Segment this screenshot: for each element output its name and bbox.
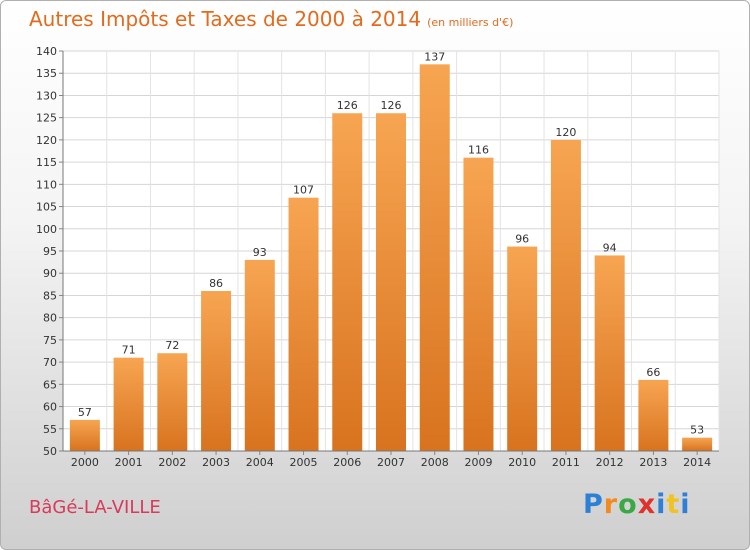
- bar-value-label: 96: [515, 233, 529, 246]
- x-tick-label: 2012: [596, 456, 624, 469]
- bar-value-label: 66: [646, 366, 660, 379]
- proxiti-logo[interactable]: Proxiti: [583, 489, 691, 520]
- x-tick-label: 2003: [202, 456, 230, 469]
- commune-name: BâGé-LA-VILLE: [29, 497, 161, 518]
- y-tick-label: 80: [43, 312, 57, 325]
- bar: [113, 357, 144, 451]
- y-tick-label: 135: [36, 67, 57, 80]
- bar-value-label: 94: [603, 241, 617, 254]
- bar-value-label: 126: [337, 99, 358, 112]
- x-tick-label: 2013: [639, 456, 667, 469]
- bar-value-label: 72: [165, 339, 179, 352]
- bar-value-label: 53: [690, 424, 704, 437]
- bar: [682, 437, 713, 451]
- bar: [376, 113, 406, 451]
- title-unit: (en milliers d'€): [427, 16, 514, 29]
- x-tick-label: 2002: [158, 456, 186, 469]
- y-tick-label: 50: [43, 445, 57, 458]
- y-tick-label: 85: [43, 289, 57, 302]
- y-tick-label: 70: [43, 356, 57, 369]
- logo-letter: o: [618, 489, 638, 520]
- bar: [69, 419, 100, 451]
- logo-letter: x: [637, 489, 657, 520]
- logo-letter: r: [603, 489, 619, 520]
- y-tick-label: 140: [36, 45, 57, 58]
- x-tick-label: 2001: [115, 456, 143, 469]
- bar: [419, 64, 450, 452]
- y-tick-label: 130: [36, 89, 57, 102]
- bar-value-label: 126: [381, 99, 402, 112]
- x-tick-label: 2006: [333, 456, 361, 469]
- y-tick-label: 110: [36, 178, 57, 191]
- bar: [157, 353, 188, 451]
- logo-letter: P: [583, 489, 604, 520]
- bar-value-label: 86: [209, 277, 223, 290]
- title-text: Autres Impôts et Taxes de 2000 à 2014: [29, 7, 422, 31]
- bar: [332, 113, 363, 451]
- y-tick-label: 90: [43, 267, 57, 280]
- bar: [507, 246, 538, 451]
- bar: [594, 255, 625, 451]
- x-tick-label: 2011: [552, 456, 580, 469]
- chart-title: Autres Impôts et Taxes de 2000 à 2014 (en…: [29, 7, 513, 31]
- y-tick-label: 100: [36, 223, 57, 236]
- bar-value-label: 57: [78, 406, 92, 419]
- y-tick-label: 60: [43, 401, 57, 414]
- x-tick-label: 2000: [71, 456, 99, 469]
- y-tick-label: 125: [36, 112, 57, 125]
- logo-letter: i: [680, 489, 691, 520]
- bar-value-label: 116: [468, 144, 489, 157]
- logo-letter: t: [666, 489, 681, 520]
- y-tick-label: 55: [43, 423, 57, 436]
- bar: [638, 379, 669, 451]
- y-tick-label: 65: [43, 378, 57, 391]
- logo-letter: i: [656, 489, 667, 520]
- bar: [288, 197, 319, 451]
- x-tick-label: 2014: [683, 456, 711, 469]
- x-tick-label: 2005: [290, 456, 318, 469]
- y-tick-label: 95: [43, 245, 57, 258]
- bar-value-label: 107: [293, 184, 314, 197]
- bar-value-label: 93: [253, 246, 267, 259]
- x-tick-label: 2004: [246, 456, 274, 469]
- bar: [244, 259, 275, 451]
- y-tick-label: 115: [36, 156, 57, 169]
- bar: [550, 139, 581, 451]
- bar-value-label: 120: [555, 126, 576, 139]
- x-tick-label: 2008: [421, 456, 449, 469]
- x-tick-label: 2007: [377, 456, 405, 469]
- x-tick-label: 2010: [508, 456, 536, 469]
- y-tick-label: 105: [36, 201, 57, 214]
- bar: [463, 157, 494, 451]
- y-tick-label: 75: [43, 334, 57, 347]
- bar-value-label: 71: [122, 344, 136, 357]
- y-tick-label: 120: [36, 134, 57, 147]
- x-tick-label: 2009: [464, 456, 492, 469]
- bar: [201, 291, 232, 451]
- bar-value-label: 137: [424, 50, 445, 63]
